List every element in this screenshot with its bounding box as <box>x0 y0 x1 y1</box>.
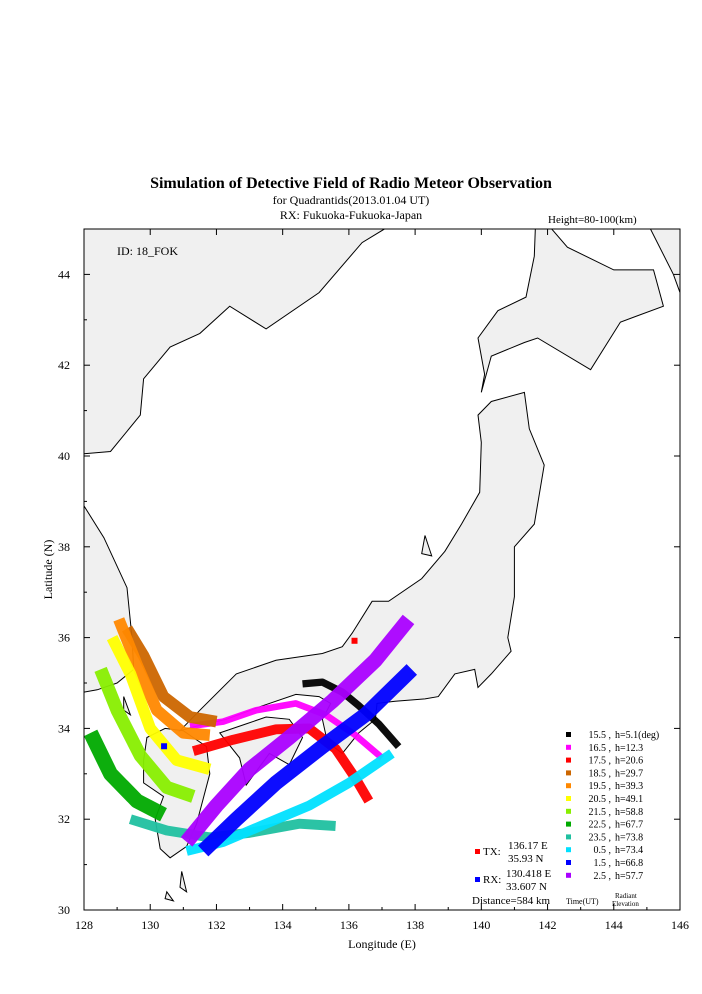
legend-swatch-7 <box>566 821 571 827</box>
landmass-10 <box>179 871 188 893</box>
series-5-swath <box>106 634 212 775</box>
legend-time-8: 23.5 , <box>589 832 612 843</box>
legend-h-1: h=12.3 <box>615 743 643 754</box>
legend-time-2: 17.5 , <box>589 756 612 767</box>
legend-time-6: 21.5 , <box>589 807 612 818</box>
series-0-swath <box>302 678 402 750</box>
series-layer <box>84 614 418 857</box>
legend-layer: 15.5 , h=5.1(deg)16.5 , h=12.317.5 , h=20.6… <box>472 730 659 908</box>
tx-lat: 35.93 N <box>508 853 544 865</box>
tx-lon: 136.17 E <box>508 840 548 852</box>
legend-h-3: h=29.7 <box>615 768 643 779</box>
rx-legend-swatch <box>475 877 480 882</box>
legend-swatch-11 <box>566 872 571 878</box>
landmass-6 <box>649 229 680 293</box>
legend-time-9: 0.5 , <box>594 845 612 856</box>
legend-swatch-6 <box>566 808 571 814</box>
legend-h-7: h=67.7 <box>615 820 643 831</box>
legend-elevation-label: Elevation <box>612 900 639 908</box>
legend-swatch-2 <box>566 757 571 763</box>
axes-layer: 128 130 132 134 136 138 140 142 144 146 30 32 34 36 38… <box>58 228 689 932</box>
legend-h-4: h=39.3 <box>615 781 643 792</box>
y-tick-label-0: 30 <box>58 903 70 917</box>
legend-h-10: h=66.8 <box>615 858 643 869</box>
x-tick-label-9: 146 <box>671 918 689 932</box>
x-tick-label-6: 140 <box>472 918 490 932</box>
label-layer: Longitude (E) Latitude (N) ID: 18_FOK <box>41 244 416 951</box>
legend-swatch-9 <box>566 847 571 853</box>
x-tick-label-7: 142 <box>539 918 557 932</box>
legend-swatch-10 <box>566 860 571 865</box>
landmass-5 <box>477 229 665 393</box>
legend-time-11: 2.5 , <box>594 871 612 882</box>
legend-time-label: Time(UT) <box>566 897 599 906</box>
x-tick-label-4: 136 <box>340 918 358 932</box>
y-tick-label-2: 34 <box>58 721 70 735</box>
chart-subtitle: for Quadrantids(2013.01.04 UT) <box>272 193 430 207</box>
x-tick-label-3: 134 <box>274 918 292 932</box>
x-tick-label-1: 130 <box>141 918 159 932</box>
landmass-7 <box>421 535 433 557</box>
legend-time-7: 22.5 , <box>589 820 612 831</box>
landmass-8 <box>123 696 132 717</box>
legend-h-0: h=5.1(deg) <box>615 730 659 741</box>
chart-title: Simulation of Detective Field of Radio M… <box>150 175 552 192</box>
legend-time-4: 19.5 , <box>589 781 612 792</box>
legend-swatch-5 <box>566 796 571 801</box>
y-tick-label-3: 36 <box>58 631 70 645</box>
series-10-swath <box>198 664 418 857</box>
landmass-3 <box>178 391 545 755</box>
x-axis-label: Longitude (E) <box>348 937 416 951</box>
rx-lon: 130.418 E <box>506 868 552 880</box>
legend-radiant-label: Radiant <box>615 892 637 900</box>
landmass-0 <box>84 229 386 455</box>
legend-time-0: 15.5 , <box>589 730 612 741</box>
landmass-9 <box>164 890 175 902</box>
y-tick-label-6: 42 <box>58 358 70 372</box>
series-4-swath <box>113 617 211 741</box>
tx-label: TX: <box>483 846 501 858</box>
legend-h-6: h=58.8 <box>615 807 643 818</box>
series-3-swath <box>122 625 218 728</box>
legend-swatch-0 <box>566 732 571 737</box>
rx-lat: 33.607 N <box>506 881 547 893</box>
legend-h-8: h=73.8 <box>615 832 643 843</box>
legend-time-1: 16.5 , <box>589 743 612 754</box>
y-axis-label: Latitude (N) <box>41 540 55 600</box>
legend-swatch-3 <box>566 770 571 776</box>
legend-time-5: 20.5 , <box>589 794 612 805</box>
series-7-swath <box>84 729 167 822</box>
legend-swatch-8 <box>566 834 571 840</box>
y-tick-label-5: 40 <box>58 449 70 463</box>
y-tick-label-7: 44 <box>58 267 70 281</box>
legend-h-2: h=20.6 <box>615 756 643 767</box>
rx-marker <box>161 743 168 750</box>
y-tick-label-1: 32 <box>58 812 70 826</box>
legend-h-9: h=73.4 <box>615 845 643 856</box>
series-11-swath <box>180 614 415 847</box>
legend-h-11: h=57.7 <box>615 871 643 882</box>
legend-swatch-4 <box>566 783 571 789</box>
tx-legend-swatch <box>475 849 480 854</box>
height-label: Height=80-100(km) <box>548 214 637 226</box>
series-6-swath <box>94 666 196 803</box>
id-label: ID: 18_FOK <box>117 244 178 258</box>
x-tick-label-8: 144 <box>605 918 623 932</box>
rx-label: RX: <box>483 874 501 886</box>
receiver-line: RX: Fukuoka-Fukuoka-Japan <box>279 208 423 222</box>
series-1-swath <box>189 700 385 761</box>
tx-marker <box>351 637 358 644</box>
x-tick-label-0: 128 <box>75 918 93 932</box>
legend-time-3: 18.5 , <box>589 768 612 779</box>
legend-swatch-1 <box>566 744 571 750</box>
x-tick-label-5: 138 <box>406 918 424 932</box>
legend-time-10: 1.5 , <box>594 858 612 869</box>
legend-h-5: h=49.1 <box>615 794 643 805</box>
distance-label: Distance=584 km <box>472 895 550 907</box>
x-tick-label-2: 132 <box>207 918 225 932</box>
y-tick-label-4: 38 <box>58 540 70 554</box>
